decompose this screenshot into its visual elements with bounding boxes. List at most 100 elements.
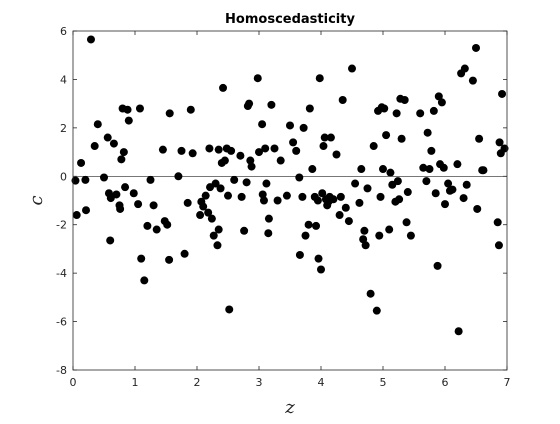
data-point bbox=[304, 220, 313, 229]
data-point bbox=[124, 116, 133, 125]
data-point bbox=[247, 162, 256, 171]
data-point bbox=[273, 196, 282, 205]
data-point bbox=[253, 74, 262, 83]
data-point bbox=[121, 183, 130, 192]
data-point bbox=[425, 165, 434, 174]
data-point bbox=[460, 64, 469, 73]
data-point bbox=[165, 109, 174, 118]
data-point bbox=[237, 192, 246, 201]
data-point bbox=[422, 177, 431, 186]
data-point bbox=[473, 204, 482, 213]
data-point bbox=[468, 76, 477, 85]
data-point bbox=[301, 231, 310, 240]
data-point bbox=[318, 189, 327, 198]
data-point bbox=[82, 206, 91, 215]
data-point bbox=[372, 306, 381, 315]
data-point bbox=[262, 179, 271, 188]
data-point bbox=[255, 148, 263, 157]
data-point bbox=[433, 261, 442, 270]
data-point bbox=[454, 327, 463, 336]
data-point bbox=[419, 163, 428, 172]
data-point bbox=[209, 231, 218, 240]
data-point bbox=[158, 145, 167, 154]
data-point bbox=[431, 189, 440, 198]
data-point bbox=[386, 168, 395, 177]
y-tick-label: -2 bbox=[56, 219, 67, 232]
data-point bbox=[174, 172, 183, 181]
data-point bbox=[135, 104, 144, 113]
data-point bbox=[137, 254, 146, 263]
data-point bbox=[245, 99, 254, 108]
data-point bbox=[402, 218, 411, 227]
data-point bbox=[140, 276, 149, 285]
data-point bbox=[186, 105, 195, 114]
data-point bbox=[500, 144, 509, 153]
data-point bbox=[416, 109, 425, 118]
data-point bbox=[201, 191, 210, 200]
data-point bbox=[261, 144, 270, 153]
data-point bbox=[406, 231, 415, 240]
data-point bbox=[220, 156, 229, 165]
y-tick-label: -6 bbox=[56, 316, 67, 329]
data-point bbox=[351, 179, 360, 188]
data-point bbox=[392, 109, 401, 118]
y-tick-label: 2 bbox=[60, 122, 67, 135]
data-point bbox=[453, 160, 462, 169]
data-point bbox=[403, 188, 412, 197]
data-point bbox=[366, 289, 375, 298]
data-point bbox=[313, 196, 322, 205]
data-point bbox=[282, 191, 291, 200]
data-point bbox=[259, 196, 268, 205]
x-tick-label: 7 bbox=[504, 376, 511, 389]
data-point bbox=[341, 203, 350, 212]
data-point bbox=[183, 198, 192, 207]
data-point bbox=[423, 128, 432, 137]
data-point bbox=[361, 241, 370, 250]
data-point bbox=[180, 249, 189, 258]
data-point bbox=[376, 192, 385, 201]
data-point bbox=[149, 201, 158, 210]
data-point bbox=[270, 144, 279, 153]
data-point bbox=[385, 225, 394, 234]
y-axis-ticks: -8 -6 -4 -2 0 2 4 6 bbox=[56, 25, 507, 377]
data-point bbox=[379, 165, 387, 174]
data-point bbox=[240, 226, 249, 235]
data-point bbox=[314, 254, 323, 263]
data-point bbox=[369, 142, 378, 151]
data-point bbox=[152, 225, 161, 234]
data-point bbox=[495, 138, 504, 147]
data-point bbox=[498, 89, 507, 98]
data-point bbox=[258, 190, 267, 199]
x-axis-label: z bbox=[284, 397, 295, 418]
x-tick-label: 1 bbox=[132, 376, 139, 389]
y-tick-label: -4 bbox=[56, 267, 67, 280]
data-point bbox=[227, 146, 236, 155]
data-point bbox=[219, 83, 228, 92]
data-point bbox=[112, 190, 121, 199]
data-point bbox=[319, 142, 328, 151]
data-point bbox=[360, 226, 369, 235]
data-point bbox=[393, 177, 402, 186]
data-point bbox=[246, 156, 255, 165]
data-point bbox=[444, 179, 453, 188]
data-point bbox=[295, 173, 304, 182]
data-point bbox=[472, 43, 480, 52]
data-point bbox=[475, 134, 484, 143]
data-point bbox=[400, 96, 409, 105]
data-point bbox=[267, 100, 276, 109]
data-point bbox=[276, 156, 285, 165]
data-point bbox=[312, 221, 321, 230]
data-point bbox=[163, 220, 172, 229]
x-tick-label: 2 bbox=[194, 376, 201, 389]
data-point bbox=[286, 121, 294, 130]
data-point bbox=[298, 192, 307, 201]
data-point bbox=[264, 214, 273, 223]
data-points bbox=[71, 35, 509, 336]
data-point bbox=[308, 165, 317, 174]
x-tick-label: 4 bbox=[318, 376, 325, 389]
data-point bbox=[359, 235, 368, 244]
data-point bbox=[462, 180, 471, 189]
y-tick-label: 4 bbox=[60, 73, 67, 86]
x-tick-label: 6 bbox=[442, 376, 449, 389]
y-tick-label: 6 bbox=[60, 25, 67, 38]
